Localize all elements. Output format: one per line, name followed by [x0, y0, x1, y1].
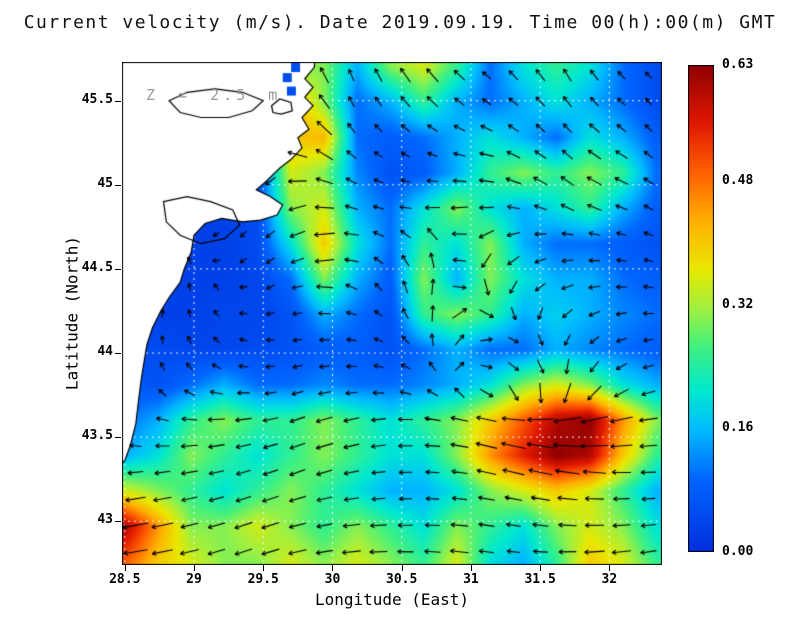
colorbar-tick-label: 0.00 [722, 544, 754, 559]
depth-annotation: Z = 2.5 m [146, 86, 282, 104]
y-tick-mark [115, 521, 121, 523]
chart-title: Current velocity (m/s). Date 2019.09.19.… [23, 12, 777, 33]
x-tick-label: 29 [186, 572, 202, 587]
y-tick-label: 43 [97, 512, 113, 528]
y-tick-mark [115, 268, 121, 270]
y-tick-label: 45.5 [81, 91, 113, 107]
x-tick-mark [124, 565, 126, 571]
x-tick-label: 32 [601, 572, 618, 587]
y-tick-mark [115, 100, 121, 102]
y-tick-mark [115, 184, 121, 186]
y-tick-label: 44.5 [81, 259, 113, 275]
x-tick-mark [263, 565, 265, 571]
x-tick-mark [332, 565, 334, 571]
x-tick-mark [540, 565, 542, 571]
colorbar-tick-label: 0.32 [722, 296, 754, 312]
map-plot-area [122, 62, 662, 565]
y-tick-label: 44 [97, 344, 113, 360]
x-tick-label: 31.5 [524, 572, 556, 587]
x-tick-label: 28.5 [109, 572, 141, 587]
y-tick-label: 45 [97, 175, 113, 191]
y-tick-mark [115, 437, 121, 439]
x-tick-mark [609, 565, 611, 571]
colorbar-tick-label: 0.63 [722, 57, 754, 72]
colorbar [688, 65, 714, 556]
x-axis-label: Longitude (East) [314, 590, 470, 609]
y-tick-mark [115, 353, 121, 355]
x-tick-mark [470, 565, 472, 571]
x-tick-mark [194, 565, 195, 571]
colorbar-tick-label: 0.16 [722, 420, 754, 436]
x-tick-mark [401, 565, 403, 571]
x-tick-label: 30 [324, 572, 341, 587]
colorbar-gradient-canvas [688, 65, 714, 552]
x-tick-label: 31 [463, 572, 479, 587]
x-tick-label: 29.5 [247, 572, 279, 587]
x-tick-label: 30.5 [386, 572, 418, 587]
y-tick-label: 43.5 [81, 428, 113, 444]
colorbar-tick-label: 0.48 [722, 172, 754, 188]
velocity-map-canvas [122, 62, 662, 565]
